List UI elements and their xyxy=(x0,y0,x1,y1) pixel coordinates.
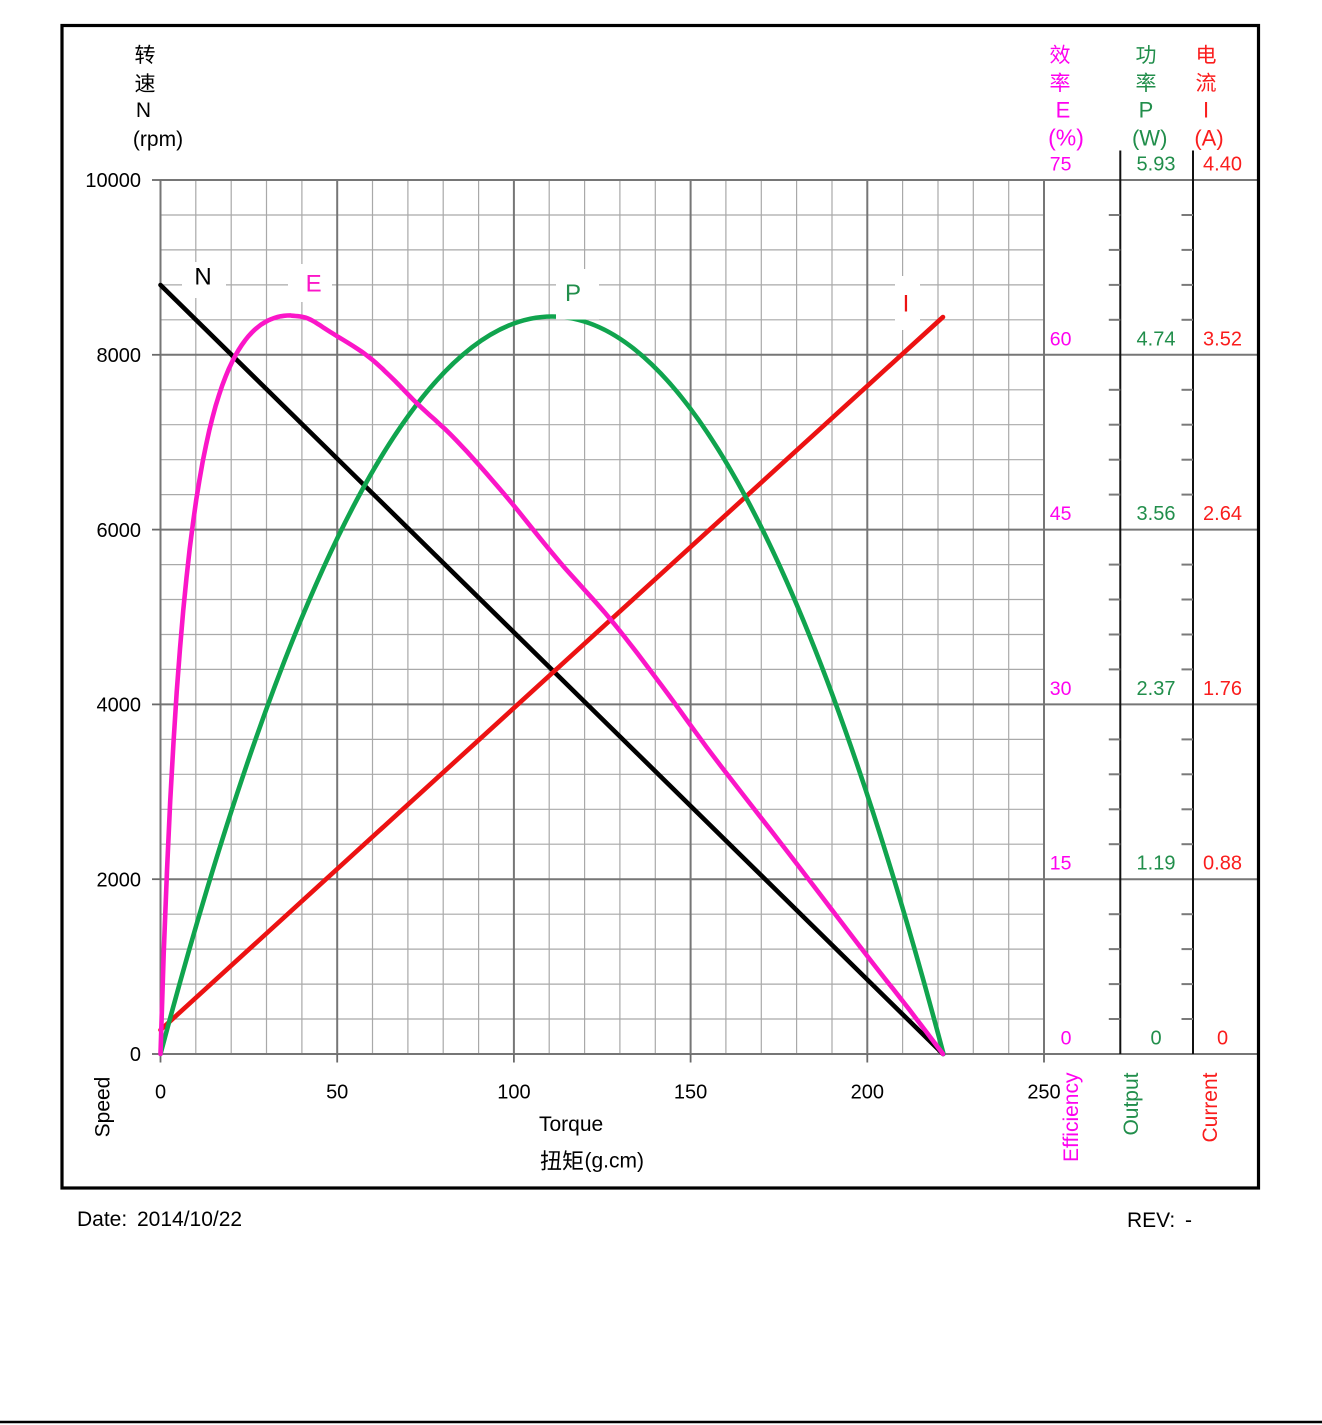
svg-text:Torque: Torque xyxy=(539,1113,603,1136)
svg-text:50: 50 xyxy=(326,1082,348,1104)
svg-text:3.56: 3.56 xyxy=(1137,503,1176,525)
svg-text:P: P xyxy=(1139,98,1154,123)
svg-text:2.37: 2.37 xyxy=(1137,678,1176,700)
svg-text:150: 150 xyxy=(674,1082,707,1104)
svg-text:250: 250 xyxy=(1027,1082,1060,1104)
svg-text:-: - xyxy=(1185,1209,1192,1232)
svg-text:4000: 4000 xyxy=(97,695,142,717)
svg-text:0.88: 0.88 xyxy=(1203,853,1242,875)
svg-text:Speed: Speed xyxy=(92,1077,115,1138)
svg-text:(rpm): (rpm) xyxy=(133,128,183,151)
svg-text:1.19: 1.19 xyxy=(1137,853,1176,875)
svg-text:15: 15 xyxy=(1050,853,1072,875)
svg-text:5.93: 5.93 xyxy=(1137,154,1176,176)
svg-text:Efficiency: Efficiency xyxy=(1060,1072,1083,1162)
svg-text:30: 30 xyxy=(1050,678,1072,700)
svg-text:0: 0 xyxy=(130,1044,141,1066)
svg-text:(W): (W) xyxy=(1132,126,1167,151)
svg-text:8000: 8000 xyxy=(97,345,142,367)
svg-text:45: 45 xyxy=(1050,503,1072,525)
svg-text:N: N xyxy=(194,264,211,291)
svg-text:P: P xyxy=(565,280,581,307)
svg-text:Current: Current xyxy=(1199,1072,1222,1142)
svg-text:N: N xyxy=(136,99,151,122)
svg-text:200: 200 xyxy=(851,1082,884,1104)
svg-text:I: I xyxy=(1203,98,1209,123)
svg-text:(%): (%) xyxy=(1048,125,1084,151)
svg-text:REV:: REV: xyxy=(1127,1209,1175,1232)
svg-text:4.40: 4.40 xyxy=(1203,154,1242,176)
svg-text:I: I xyxy=(903,291,910,318)
svg-text:Date:: Date: xyxy=(77,1208,127,1231)
svg-text:0: 0 xyxy=(1217,1028,1228,1050)
svg-text:6000: 6000 xyxy=(97,520,142,542)
svg-text:E: E xyxy=(1056,98,1071,123)
svg-text:60: 60 xyxy=(1050,328,1072,350)
svg-text:0: 0 xyxy=(1150,1028,1161,1050)
svg-text:0: 0 xyxy=(155,1082,166,1104)
svg-text:2014/10/22: 2014/10/22 xyxy=(137,1208,242,1231)
svg-text:75: 75 xyxy=(1050,154,1072,176)
svg-text:0: 0 xyxy=(1061,1028,1072,1050)
svg-text:E: E xyxy=(306,271,322,298)
svg-text:2000: 2000 xyxy=(97,869,142,891)
svg-text:(A): (A) xyxy=(1194,126,1223,151)
svg-text:(g.cm): (g.cm) xyxy=(585,1150,645,1173)
svg-text:4.74: 4.74 xyxy=(1137,328,1176,350)
svg-text:100: 100 xyxy=(497,1082,530,1104)
svg-text:1.76: 1.76 xyxy=(1203,678,1242,700)
svg-text:Output: Output xyxy=(1120,1072,1143,1135)
svg-text:3.52: 3.52 xyxy=(1203,328,1242,350)
svg-text:10000: 10000 xyxy=(85,170,141,192)
svg-text:2.64: 2.64 xyxy=(1203,503,1242,525)
